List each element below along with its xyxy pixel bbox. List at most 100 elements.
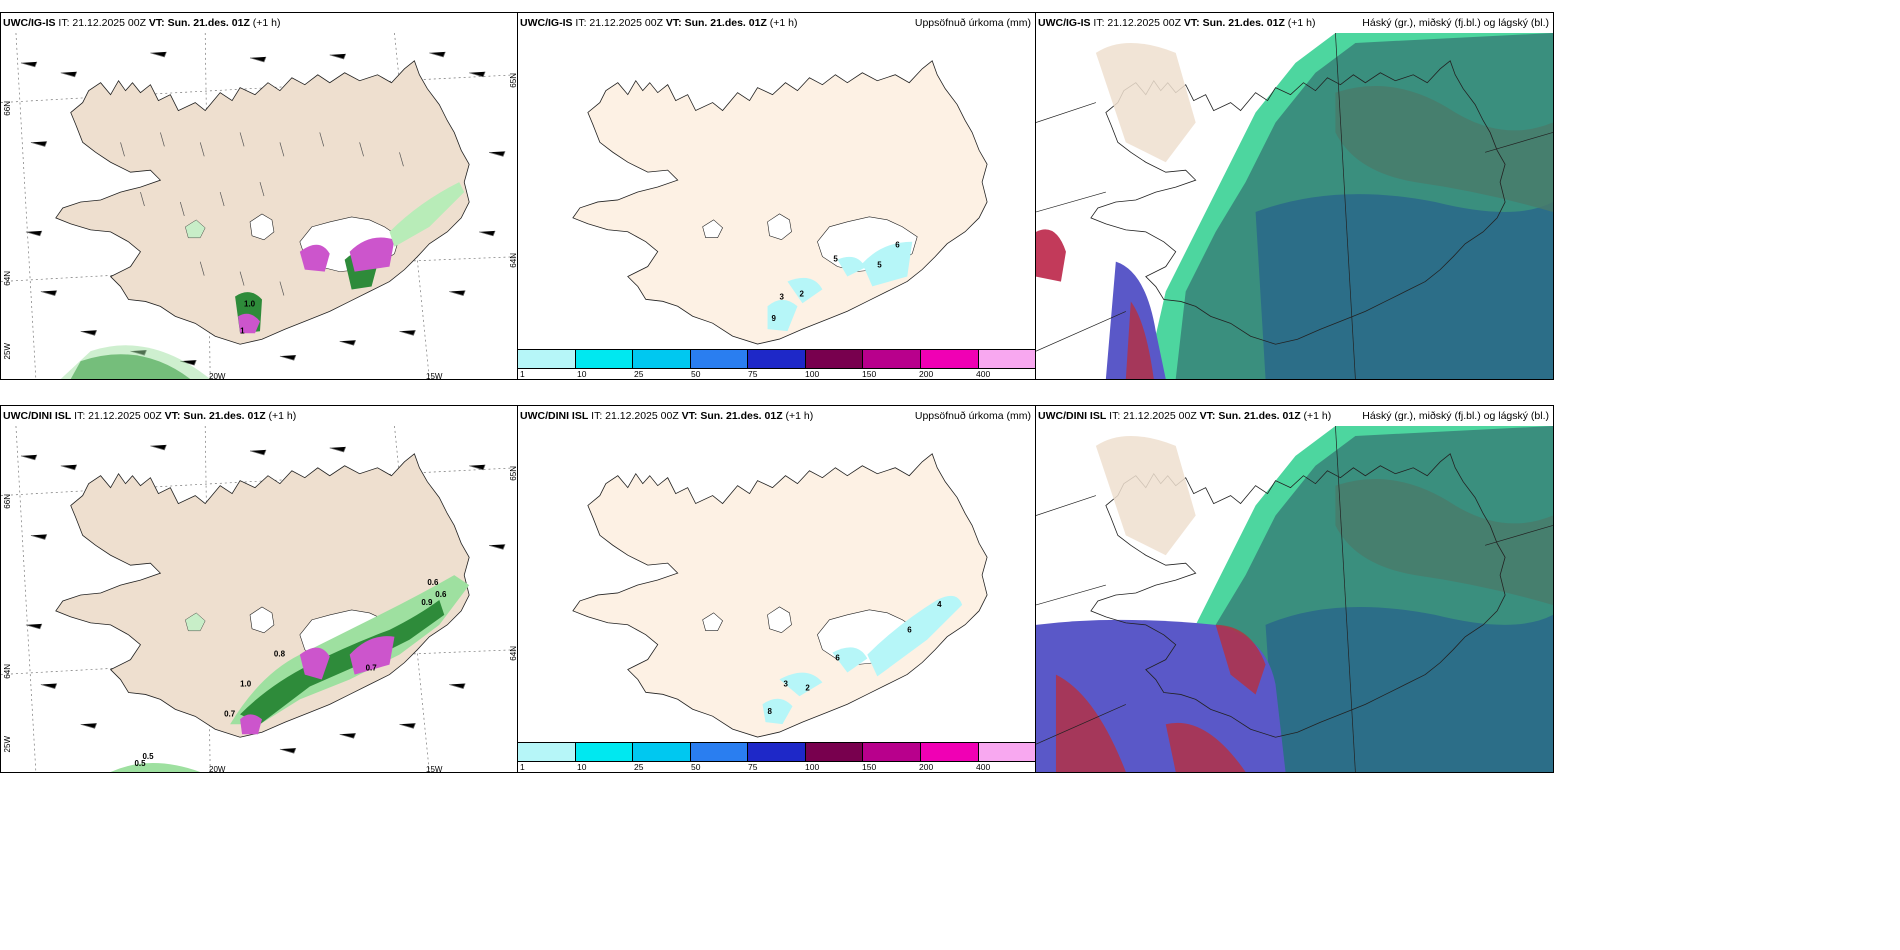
valid-time: VT: Sun. 21.des. 01Z: [1199, 410, 1301, 422]
model-name: UWC/IG-IS: [520, 17, 573, 29]
colorbar-seg-1: [575, 743, 634, 761]
lat-label-66: 66N: [3, 494, 12, 509]
colorbar-ticks: 1 10 25 50 75 100 150 200 400: [518, 369, 1035, 379]
lead-time: (+1 h): [265, 410, 297, 422]
model-name: UWC/DINI ISL: [1038, 410, 1107, 422]
map-area[interactable]: 0.6 0.6 0.9 0.8 1.0 0.7 0.7 0.5 0.5: [1, 426, 517, 772]
lead-time: (+1 h): [1284, 17, 1316, 29]
lon-label-25: 25W: [3, 343, 12, 360]
precip-label-5: 6: [895, 241, 900, 250]
wind-label-08: 0.8: [274, 650, 286, 659]
colorbar-seg-8: [978, 743, 1035, 761]
panel-title: Háský (gr.), miðský (fj.bl.) og lágský (…: [1362, 410, 1549, 422]
colorbar-tick: 1: [520, 369, 525, 379]
wind-label-a: 1.0: [244, 299, 256, 308]
model-name: UWC/DINI ISL: [3, 410, 72, 422]
wind-label-06b: 0.6: [435, 590, 447, 599]
lat-label-64: 64N: [3, 664, 12, 679]
colorbar-tick: 50: [691, 369, 701, 379]
colorbar-tick: 25: [634, 369, 644, 379]
colorbar-tick: 200: [919, 369, 934, 379]
colorbar-seg-7: [920, 743, 979, 761]
colorbar-tick: 200: [919, 762, 934, 772]
panel-title: Háský (gr.), miðský (fj.bl.) og lágský (…: [1362, 17, 1549, 29]
map-area[interactable]: [1036, 33, 1553, 379]
lon-label-25: 25W: [3, 736, 12, 753]
colorbar-seg-0: [518, 350, 576, 368]
model-name: UWC/IG-IS: [1038, 17, 1091, 29]
lat-label-64: 64N: [3, 271, 12, 286]
precip-label-3: 5: [833, 255, 838, 264]
panel-clouds-dini: UWC/DINI ISL IT: 21.12.2025 00Z VT: Sun.…: [1035, 405, 1554, 773]
lon-label-15: 15W: [426, 372, 443, 380]
colorbar-seg-5: [805, 350, 864, 368]
colorbar-seg-0: [518, 743, 576, 761]
colorbar-seg-3: [690, 743, 749, 761]
colorbar: [518, 742, 1035, 762]
map-area[interactable]: [1036, 426, 1553, 772]
colorbar-seg-1: [575, 350, 634, 368]
precip-label-4: 6: [907, 626, 912, 635]
precip-label-6: 8: [768, 707, 773, 716]
colorbar-seg-4: [748, 743, 806, 761]
valid-time: VT: Sun. 21.des. 01Z: [1183, 17, 1285, 29]
wind-label-06a: 0.6: [427, 578, 439, 587]
init-time: IT: 21.12.2025 00Z: [1090, 17, 1184, 29]
init-time: IT: 21.12.2025 00Z: [1106, 410, 1200, 422]
colorbar-seg-4: [748, 350, 806, 368]
panel-wind-precip-dini: UWC/DINI ISL IT: 21.12.2025 00Z VT: Sun.…: [0, 405, 518, 773]
lon-label-20: 20W: [209, 372, 226, 380]
precip-label-3: 6: [835, 654, 840, 663]
wind-label-b: 1: [240, 326, 245, 335]
lat-label-64-right: 64N: [509, 253, 518, 268]
colorbar-seg-2: [633, 350, 691, 368]
lat-label-66: 66N: [3, 101, 12, 116]
colorbar-seg-7: [920, 350, 979, 368]
wind-label-05a: 0.5: [142, 752, 154, 761]
valid-time: VT: Sun. 21.des. 01Z: [665, 17, 767, 29]
wind-label-07a: 0.7: [224, 709, 236, 718]
lead-time: (+1 h): [766, 17, 798, 29]
precip-label-5: 4: [937, 600, 942, 609]
lon-label-20: 20W: [209, 765, 226, 773]
precip-label-4: 5: [877, 261, 882, 270]
valid-time: VT: Sun. 21.des. 01Z: [148, 17, 250, 29]
precip-label-1: 3: [783, 679, 788, 688]
map-area[interactable]: 3 2 5 5 6 9: [518, 33, 1035, 351]
init-time: IT: 21.12.2025 00Z: [572, 17, 666, 29]
panel-accum-precip-dini: UWC/DINI ISL IT: 21.12.2025 00Z VT: Sun.…: [517, 405, 1036, 773]
lat-label-65-right: 65N: [509, 466, 518, 481]
lon-label-15: 15W: [426, 765, 443, 773]
colorbar-tick: 50: [691, 762, 701, 772]
colorbar-seg-8: [978, 350, 1035, 368]
valid-time: VT: Sun. 21.des. 01Z: [681, 410, 783, 422]
colorbar-tick: 25: [634, 762, 644, 772]
colorbar-tick: 150: [862, 762, 877, 772]
colorbar-tick: 10: [577, 369, 587, 379]
wind-label-05b: 0.5: [134, 759, 146, 768]
lead-time: (+1 h): [782, 410, 814, 422]
panel-header: UWC/DINI ISL IT: 21.12.2025 00Z VT: Sun.…: [518, 406, 1035, 426]
lead-time: (+1 h): [249, 17, 281, 29]
colorbar-tick: 400: [976, 762, 991, 772]
colorbar-seg-2: [633, 743, 691, 761]
model-name: UWC/DINI ISL: [520, 410, 589, 422]
map-area[interactable]: 1.0 1: [1, 33, 517, 379]
colorbar: [518, 349, 1035, 369]
colorbar-seg-5: [805, 743, 864, 761]
panel-title: Uppsöfnuð úrkoma (mm): [914, 17, 1031, 29]
panel-clouds-ig-is: UWC/IG-IS IT: 21.12.2025 00Z VT: Sun. 21…: [1035, 12, 1554, 380]
panel-header: UWC/IG-IS IT: 21.12.2025 00Z VT: Sun. 21…: [1036, 13, 1553, 33]
map-area[interactable]: 3 2 6 6 4 8: [518, 426, 1035, 744]
wind-label-09: 0.9: [421, 598, 433, 607]
panel-accum-precip-ig-is: UWC/IG-IS IT: 21.12.2025 00Z VT: Sun. 21…: [517, 12, 1036, 380]
panel-header: UWC/DINI ISL IT: 21.12.2025 00Z VT: Sun.…: [1036, 406, 1553, 426]
barbs-land: [120, 132, 404, 296]
lat-label-64-right: 64N: [509, 646, 518, 661]
init-time: IT: 21.12.2025 00Z: [588, 410, 682, 422]
colorbar-seg-6: [863, 743, 921, 761]
colorbar-tick: 1: [520, 762, 525, 772]
colorbar-tick: 75: [748, 762, 758, 772]
panel-header: UWC/DINI ISL IT: 21.12.2025 00Z VT: Sun.…: [1, 406, 517, 426]
colorbar-tick: 10: [577, 762, 587, 772]
